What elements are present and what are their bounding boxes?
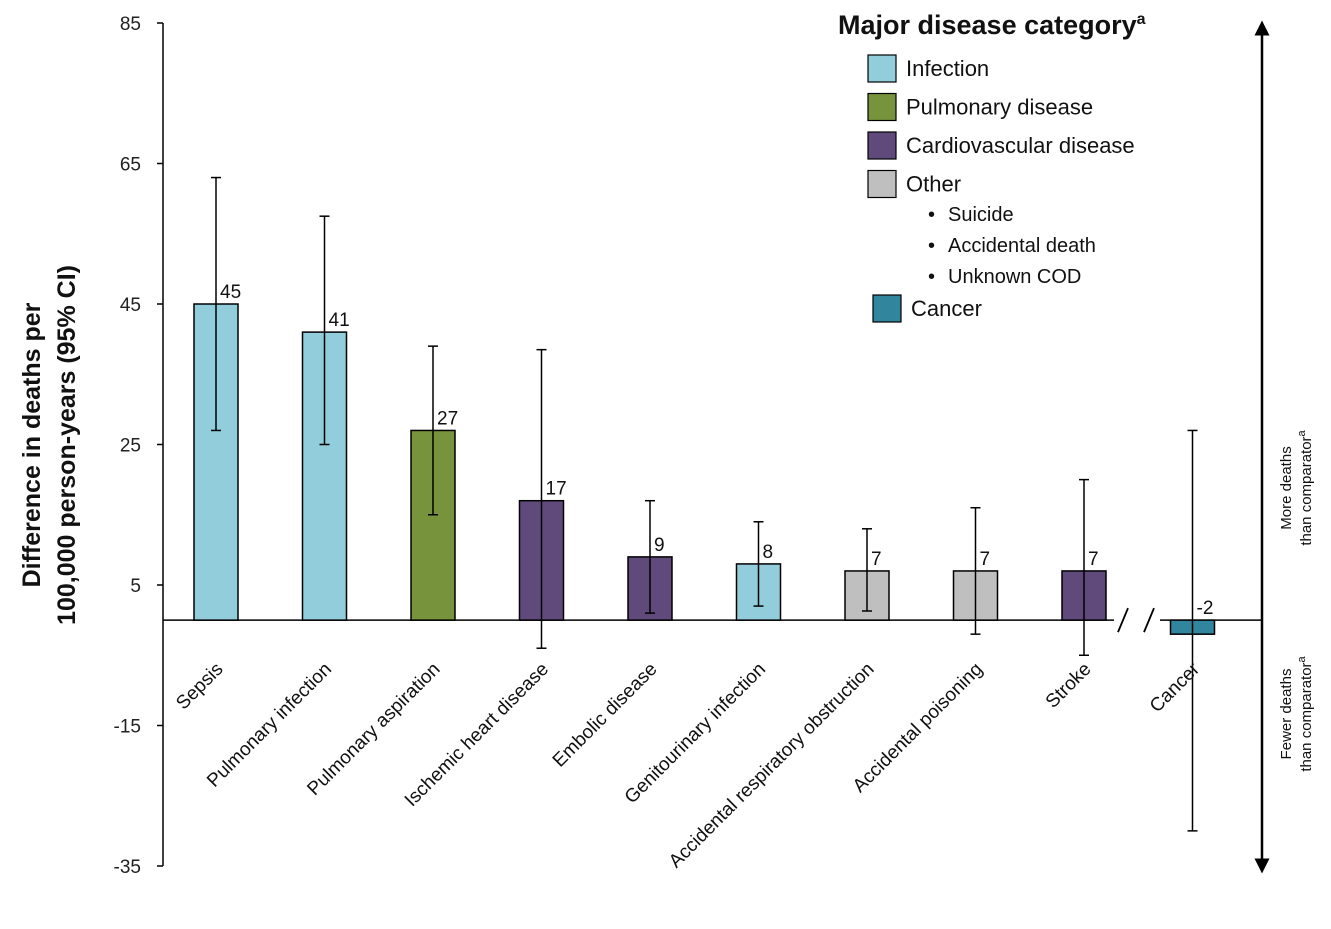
value-label: 7 <box>1088 549 1099 570</box>
value-label: 9 <box>654 535 665 556</box>
error-bars <box>211 176 1198 832</box>
legend-swatch <box>867 131 897 160</box>
superscript: a <box>1296 429 1308 436</box>
y-axis-title: Difference in deaths per 100,000 person-y… <box>18 265 81 625</box>
more-deaths-label: More deaths than comparatora <box>1278 429 1315 545</box>
legend-entry-label: Other <box>906 172 961 197</box>
legend-entry-label: Cancer <box>911 296 982 321</box>
more-deaths-line: More deaths <box>1278 446 1295 529</box>
bars <box>193 303 1216 635</box>
y-tick-label: 25 <box>120 436 141 457</box>
legend-entry-label: Pulmonary disease <box>906 95 1093 120</box>
y-tick-label: 65 <box>120 155 141 176</box>
legend-sub-item: Unknown COD <box>948 266 1081 288</box>
axis-break-mark <box>1117 607 1129 633</box>
category-label: Stroke <box>1042 659 1096 713</box>
y-tick-label: 85 <box>120 14 141 35</box>
value-label: 17 <box>546 479 567 500</box>
value-label: 27 <box>437 408 458 429</box>
y-tick-label: 5 <box>130 576 141 597</box>
value-label: -2 <box>1197 598 1214 619</box>
category-label: Cancer <box>1146 658 1205 717</box>
value-label: 7 <box>980 549 991 570</box>
legend-swatch <box>872 294 902 323</box>
y-tick-label: -15 <box>114 717 141 738</box>
y-axis-title-line: Difference in deaths per <box>18 302 46 587</box>
y-axis-label: Difference in deaths per 100,000 person-y… <box>18 265 81 625</box>
value-labels: 45 41 27 17 9 8 7 7 7 -2 <box>220 282 1213 619</box>
legend-bullet: • <box>928 235 935 257</box>
y-axis-title-line: 100,000 person-years (95% CI) <box>53 265 81 625</box>
y-tick-label: 45 <box>120 295 141 316</box>
legend-entry-label: Cardiovascular disease <box>906 133 1135 158</box>
legend-bullet: • <box>928 204 935 226</box>
superscript: a <box>1296 655 1308 662</box>
fewer-deaths-label: Fewer deaths than comparatora <box>1278 655 1315 771</box>
y-tick-label: -35 <box>114 857 141 878</box>
category-label: Embolic disease <box>549 659 662 772</box>
category-label: Accidental respiratory obstruction <box>665 659 878 872</box>
value-label: 41 <box>329 310 350 331</box>
legend-entry-label: Infection <box>906 56 989 81</box>
legend: Major disease categorya Infection Pulmonar… <box>838 10 1146 323</box>
legend-sub-item: Accidental death <box>948 235 1096 257</box>
value-label: 8 <box>763 542 774 563</box>
legend-swatch <box>867 92 897 122</box>
axes: 85 65 45 25 5 -15 -35 <box>114 14 1262 878</box>
legend-swatch <box>867 169 897 199</box>
legend-sub-item: Suicide <box>948 204 1014 226</box>
legend-title-superscript: a <box>1137 11 1146 28</box>
legend-swatch <box>867 54 897 83</box>
axis-break-mark <box>1143 607 1155 633</box>
fewer-deaths-line: Fewer deaths <box>1278 669 1295 760</box>
legend-bullet: • <box>928 266 935 288</box>
legend-title: Major disease categorya <box>838 10 1146 40</box>
fewer-deaths-line: than comparator <box>1298 662 1315 771</box>
value-label: 7 <box>871 549 882 570</box>
value-label: 45 <box>220 282 241 303</box>
category-label: Sepsis <box>172 659 227 714</box>
more-deaths-line: than comparator <box>1298 436 1315 545</box>
